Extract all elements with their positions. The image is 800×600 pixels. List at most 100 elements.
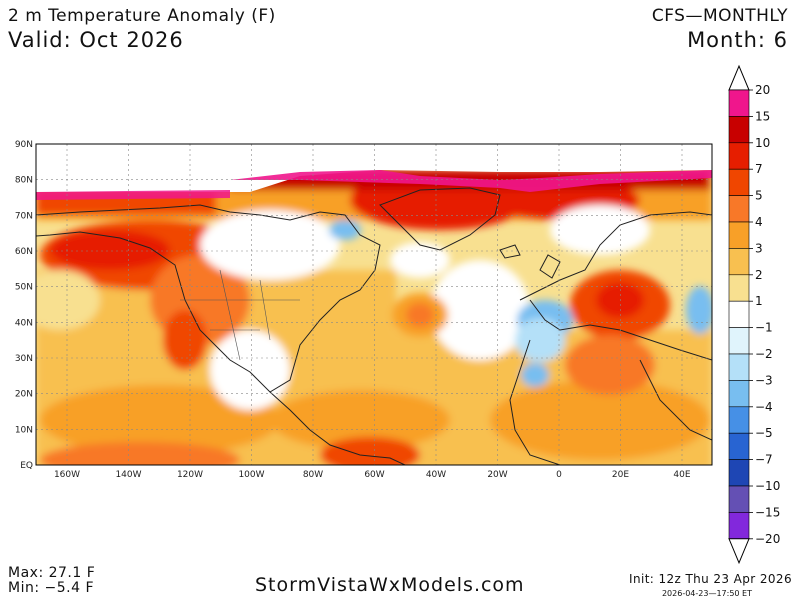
longitude-label: 40W bbox=[426, 470, 446, 480]
latitude-label: 30N bbox=[15, 354, 33, 364]
map-title: 2 m Temperature Anomaly (F) bbox=[8, 6, 276, 26]
anomaly-shade bbox=[596, 282, 644, 318]
latitude-label: 40N bbox=[15, 318, 33, 328]
anomaly-shade bbox=[521, 363, 549, 387]
latitude-label: 10N bbox=[15, 425, 33, 435]
graticule bbox=[36, 144, 712, 465]
anomaly-shade bbox=[320, 437, 420, 465]
legend-label: 4 bbox=[755, 215, 763, 229]
legend-swatch bbox=[728, 300, 750, 328]
longitude-label: 160W bbox=[54, 470, 80, 480]
greenland-outline bbox=[379, 187, 501, 251]
anomaly-shade bbox=[50, 230, 170, 270]
site-credit: StormVistaWxModels.com bbox=[255, 574, 525, 596]
latitude-label: 20N bbox=[15, 390, 33, 400]
legend-swatch bbox=[728, 406, 750, 434]
latitude-label: 90N bbox=[15, 140, 33, 150]
legend-label: −4 bbox=[755, 400, 773, 414]
color-legend: 20 15 10 7 5 4 3 2 1 −1 −2 −3 −4 −5 −7 −10 −15 −20 bbox=[728, 64, 780, 565]
latitude-label: EQ bbox=[20, 461, 33, 471]
anomaly-shade bbox=[200, 210, 340, 280]
latitude-label: 60N bbox=[15, 247, 33, 257]
longitude-label: 60W bbox=[364, 470, 384, 480]
anomaly-shade bbox=[390, 242, 450, 278]
mediterranean-outline bbox=[529, 299, 712, 361]
anomaly-shade bbox=[36, 270, 100, 330]
legend-swatch bbox=[728, 512, 750, 540]
latitude-label: 80N bbox=[15, 176, 33, 186]
legend-bottom-arrow bbox=[728, 538, 750, 565]
legend-swatch bbox=[728, 485, 750, 513]
legend-label: 20 bbox=[755, 83, 770, 97]
legend-label: −20 bbox=[755, 532, 780, 546]
legend-label: −1 bbox=[755, 321, 773, 335]
anomaly-shade bbox=[210, 330, 290, 410]
latitude-label: 50N bbox=[15, 283, 33, 293]
legend-swatch bbox=[728, 459, 750, 487]
legend-label: −5 bbox=[755, 426, 773, 440]
anomaly-shade bbox=[163, 310, 207, 370]
legend-swatch bbox=[728, 353, 750, 381]
max-value: Max: 27.1 F bbox=[8, 565, 96, 581]
legend-label: −3 bbox=[755, 373, 773, 387]
anomaly-shade bbox=[515, 318, 565, 362]
run-timestamp: 2026-04-23—17:50 ET bbox=[661, 589, 752, 598]
state-borders bbox=[180, 269, 300, 361]
anomaly-shade bbox=[686, 286, 712, 334]
longitude-label: 100W bbox=[238, 470, 264, 480]
latitude-label: 70N bbox=[15, 211, 33, 221]
longitude-label: 20W bbox=[487, 470, 507, 480]
legend-label: 15 bbox=[755, 109, 770, 123]
legend-label: 2 bbox=[755, 268, 763, 282]
legend-label: 1 bbox=[755, 294, 763, 308]
no-data-region bbox=[36, 144, 712, 192]
legend-label: 7 bbox=[755, 162, 763, 176]
legend-label: −7 bbox=[755, 453, 773, 467]
latitude-labels: 90N 80N 70N 60N 50N 40N 30N 20N 10N EQ bbox=[15, 140, 33, 471]
legend-swatch bbox=[728, 142, 750, 170]
anomaly-shade bbox=[550, 205, 650, 255]
legend-label: −15 bbox=[755, 505, 780, 519]
model-name: CFS—MONTHLY bbox=[651, 6, 788, 26]
anomaly-shade bbox=[565, 335, 655, 395]
legend-swatch bbox=[728, 327, 750, 355]
legend-label: 5 bbox=[755, 189, 763, 203]
british-isles-outline bbox=[499, 244, 561, 279]
legend-top-arrow bbox=[728, 64, 750, 91]
forecast-month: Month: 6 bbox=[687, 28, 788, 52]
legend-swatch bbox=[728, 221, 750, 249]
init-time: Init: 12z Thu 23 Apr 2026 bbox=[629, 572, 792, 586]
legend-swatch bbox=[728, 432, 750, 460]
min-value: Min: −5.4 F bbox=[8, 580, 95, 596]
map-frame bbox=[35, 143, 713, 466]
anomaly-field bbox=[36, 144, 712, 465]
longitude-label: 20E bbox=[612, 470, 629, 480]
longitude-label: 40E bbox=[673, 470, 690, 480]
longitude-labels: 160W 140W 120W 100W 80W 60W 40W 20W 0 20E 40E bbox=[54, 470, 691, 480]
valid-date: Valid: Oct 2026 bbox=[8, 28, 184, 52]
longitude-label: 140W bbox=[115, 470, 141, 480]
legend-swatch bbox=[728, 89, 750, 117]
legend-swatch bbox=[728, 116, 750, 144]
north-america-outline bbox=[36, 204, 381, 393]
legend-swatch bbox=[728, 380, 750, 408]
legend-swatch bbox=[728, 195, 750, 223]
legend-label: −2 bbox=[755, 347, 773, 361]
anomaly-shade bbox=[40, 385, 280, 455]
legend-swatch bbox=[728, 248, 750, 276]
legend-label: 3 bbox=[755, 241, 763, 255]
anomaly-shade bbox=[490, 380, 710, 460]
anomaly-shade bbox=[430, 260, 530, 360]
anomaly-shade bbox=[270, 390, 450, 450]
longitude-label: 80W bbox=[303, 470, 323, 480]
anomaly-shade bbox=[230, 170, 712, 192]
africa-outline bbox=[509, 339, 712, 465]
legend-swatch bbox=[728, 168, 750, 196]
anomaly-shade bbox=[406, 303, 434, 327]
legend-label: −10 bbox=[755, 479, 780, 493]
longitude-label: 0 bbox=[556, 470, 562, 480]
central-america-outline bbox=[269, 391, 406, 465]
legend-swatch bbox=[728, 274, 750, 302]
legend-label: 10 bbox=[755, 136, 770, 150]
